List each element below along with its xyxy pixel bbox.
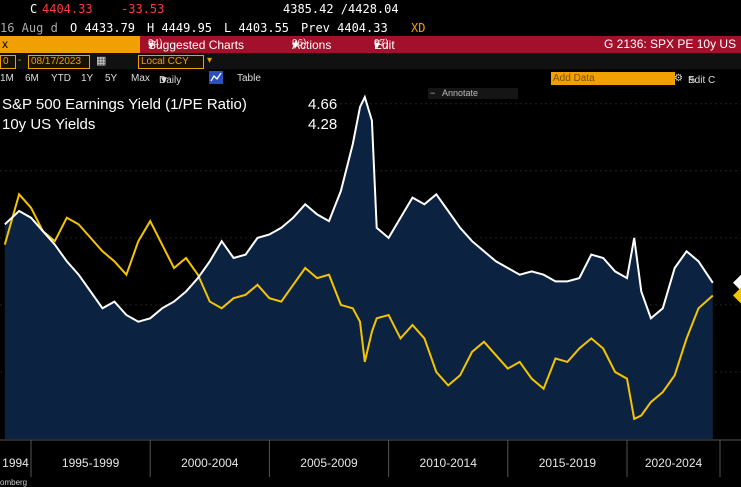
menu-bar: x 94) Suggested Charts ▾ 96) Actions ▾ 9… <box>0 36 741 53</box>
x-tick-label: 2000-2004 <box>181 456 239 470</box>
price-change: -33.53 <box>121 2 165 16</box>
legend-value-10y-yields: 4.28 <box>308 116 338 133</box>
end-date-field[interactable]: 08/17/2023 <box>28 55 90 69</box>
earnings-yield-area <box>4 97 713 439</box>
period-1m[interactable]: 1M <box>0 73 14 84</box>
yield-line <box>3 192 714 421</box>
axis-markers <box>733 274 741 304</box>
dropdown-arrow-icon: ▾ <box>374 38 381 52</box>
date-separator: - <box>18 55 22 66</box>
x-tick-label: 2005-2009 <box>300 456 358 470</box>
x-tick-label: 2015-2019 <box>539 456 597 470</box>
edit-icon: ✎ <box>688 75 697 86</box>
quote-header: C 4404.33 -33.53 4385.42 /4428.04 <box>0 0 741 20</box>
dropdown-arrow-icon: ▾ <box>148 38 155 52</box>
earnings-last-marker <box>733 274 741 291</box>
annotate-label: Annotate <box>442 88 479 98</box>
legend-item-10y-yields: 10y US Yields <box>2 116 96 133</box>
prev-close: Prev 4404.33 <box>301 21 388 35</box>
xd-flag: XD <box>411 21 426 35</box>
x-tick-label: 2020-2024 <box>645 456 703 470</box>
x-axis: 1994 1995-1999 2000-2004 2005-2009 2010-2014… <box>0 439 741 477</box>
period-bar: 1M 6M YTD 1Y 5Y Max Daily ▼ Table ⚙ ✎ Ed… <box>0 71 716 86</box>
collapse-icon: − <box>430 88 436 98</box>
legend: S&P 500 Earnings Yield (1/PE Ratio) 4.66… <box>0 92 340 136</box>
open-price: O 4433.79 <box>70 21 136 35</box>
annotate-button[interactable]: − Annotate <box>428 88 518 99</box>
low-price: L 4403.55 <box>224 21 290 35</box>
chart-title: G 2136: SPX PE 10y US <box>604 37 737 51</box>
control-bar: 0 - 08/17/2023 ▦ Local CCY ▾ <box>0 53 741 69</box>
line-chart-icon <box>210 72 222 82</box>
period-1y[interactable]: 1Y <box>81 73 94 84</box>
start-date-field[interactable]: 0 <box>0 55 16 69</box>
yield-last-marker <box>733 287 741 304</box>
high-price: H 4449.95 <box>147 21 213 35</box>
bid-ask-range: 4385.42 /4428.04 <box>283 2 399 16</box>
calendar-icon[interactable]: ▦ <box>96 55 107 67</box>
security-field-text: x <box>2 37 8 51</box>
x-tick-label: 2010-2014 <box>420 456 478 470</box>
ohlc-bar: 16 Aug d O 4433.79 H 4449.95 L 4403.55 P… <box>0 19 741 36</box>
last-label: C <box>30 2 38 16</box>
security-field[interactable]: x <box>0 36 140 53</box>
x-tick-label: 1995-1999 <box>62 456 120 470</box>
settings-icon[interactable]: ⚙ <box>674 73 683 84</box>
period-max[interactable]: Max <box>131 73 150 84</box>
chart-area[interactable]: 1994 1995-1999 2000-2004 2005-2009 2010-2014… <box>0 87 741 478</box>
period-6m[interactable]: 6M <box>25 73 39 84</box>
table-button[interactable]: Table <box>237 73 261 84</box>
dropdown-arrow-icon: ▼ <box>159 75 169 86</box>
period-ytd[interactable]: YTD <box>51 73 71 84</box>
dropdown-arrow-icon: ▾ <box>292 38 299 52</box>
chart-type-icon[interactable] <box>209 71 223 84</box>
currency-dropdown-icon[interactable]: ▾ <box>207 55 213 66</box>
earnings-yield-line <box>4 94 714 323</box>
quote-date: 16 Aug d <box>0 21 58 35</box>
x-tick-label: 1994 <box>2 456 29 470</box>
legend-value-earnings-yield: 4.66 <box>308 96 338 113</box>
add-data-input[interactable]: Add Data <box>551 72 675 85</box>
currency-select[interactable]: Local CCY <box>138 55 204 69</box>
period-5y[interactable]: 5Y <box>105 73 118 84</box>
bloomberg-footer: omberg <box>0 478 28 487</box>
legend-item-earnings-yield: S&P 500 Earnings Yield (1/PE Ratio) <box>2 96 247 113</box>
last-price: 4404.33 <box>42 2 93 16</box>
